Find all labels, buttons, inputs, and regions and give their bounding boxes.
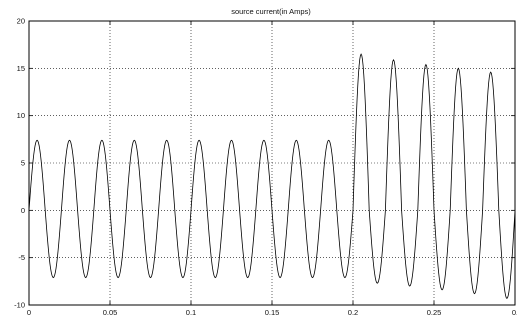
x-tick-label: 0.2 xyxy=(348,308,358,317)
x-tick-label: 0.05 xyxy=(103,308,118,317)
x-tick-label: 0.25 xyxy=(427,308,442,317)
x-tick-label: 0.1 xyxy=(186,308,196,317)
plot-area xyxy=(28,53,516,299)
y-tick-label: -10 xyxy=(14,301,25,310)
tick-labels: 0 0.05 0.1 0.15 0.2 0.25 0. -10 -5 0 5 10 15 20 xyxy=(14,17,517,318)
y-tick-label: 15 xyxy=(17,64,25,73)
y-tick-label: -5 xyxy=(18,253,25,262)
y-tick-label: 10 xyxy=(17,111,25,120)
y-tick-label: 5 xyxy=(21,159,25,168)
chart-title: source current(in Amps) xyxy=(231,7,311,16)
y-tick-label: 20 xyxy=(17,17,25,26)
x-tick-label: 0 xyxy=(27,308,31,317)
x-tick-label: 0.15 xyxy=(265,308,280,317)
y-tick-label: 0 xyxy=(21,206,25,215)
x-tick-label: 0. xyxy=(512,308,517,317)
series-line-source-current xyxy=(28,53,516,299)
grid xyxy=(29,21,515,305)
axis-ticks xyxy=(28,20,516,306)
